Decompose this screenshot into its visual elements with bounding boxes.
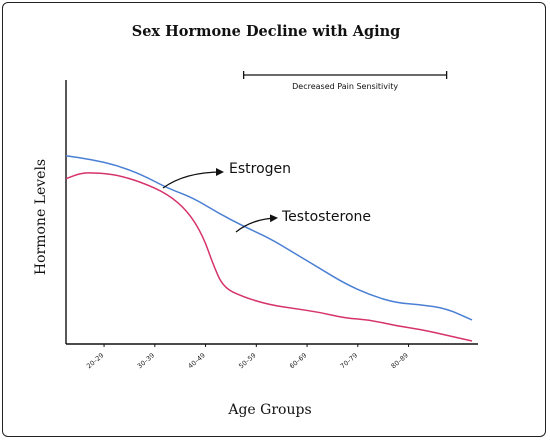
estrogen-arrow: [162, 168, 224, 189]
x-tick-group: 20–29 30–39 40–49 50–59 60–69 70–79 80–89: [85, 344, 410, 370]
x-tick-label: 40–49: [187, 351, 207, 370]
range-label: Decreased Pain Sensitivity: [292, 82, 398, 91]
x-tick-label: 50–59: [237, 351, 257, 370]
x-tick-label: 70–79: [339, 351, 359, 370]
x-tick-label: 60–69: [288, 351, 308, 370]
testosterone-label: Testosterone: [281, 209, 371, 225]
series-group: [65, 154, 473, 342]
annotation-group: Decreased Pain Sensitivity Estrogen Testos…: [162, 71, 448, 233]
y-axis-label: Hormone Levels: [33, 159, 49, 275]
x-tick-label: 80–89: [390, 351, 410, 370]
x-tick-label: 30–39: [136, 351, 156, 370]
series-line-estrogen: [65, 172, 473, 342]
estrogen-label: Estrogen: [229, 161, 291, 177]
series-line-testosterone: [65, 154, 473, 321]
chart-title: Sex Hormone Decline with Aging: [132, 23, 401, 40]
x-tick-label: 20–29: [85, 351, 105, 370]
x-axis-label: Age Groups: [227, 402, 311, 418]
testosterone-arrow: [235, 214, 278, 233]
